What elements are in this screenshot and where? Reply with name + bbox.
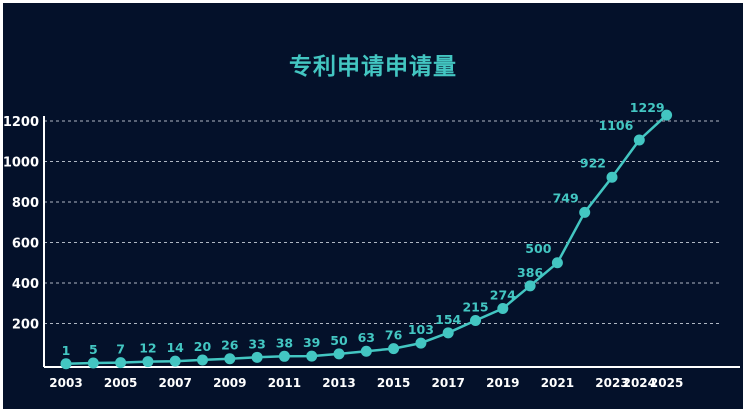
- data-point-2009: [224, 353, 236, 365]
- y-tick-label-400: 400: [12, 277, 39, 292]
- data-label-2003: 1: [62, 343, 71, 358]
- data-point-2010: [251, 351, 263, 363]
- data-label-2024: 1106: [599, 118, 634, 133]
- data-label-2017: 154: [435, 312, 461, 327]
- data-label-2021: 500: [525, 241, 551, 256]
- data-label-2009: 26: [221, 338, 239, 353]
- series-line-group: [65, 114, 668, 366]
- data-label-2013: 50: [330, 333, 348, 348]
- data-label-2010: 33: [248, 336, 265, 351]
- data-point-2005: [115, 357, 127, 369]
- data-point-2008: [197, 354, 208, 366]
- x-tick-label-2024: 2024: [623, 376, 656, 390]
- data-point-2020: [524, 280, 536, 292]
- x-tick-label-2019: 2019: [486, 376, 519, 390]
- x-tick-label-2005: 2005: [104, 376, 137, 390]
- data-point-2017: [442, 327, 454, 339]
- data-point-2004: [87, 357, 99, 369]
- data-label-2015: 76: [385, 328, 403, 343]
- data-point-2012: [306, 350, 318, 362]
- x-tick-label-2013: 2013: [322, 376, 355, 390]
- data-label-2006: 12: [139, 341, 156, 356]
- data-label-2011: 38: [276, 335, 293, 350]
- data-point-2006: [142, 356, 154, 368]
- data-label-2019: 274: [490, 288, 516, 303]
- chart-panel: 专利申请申请量 200 400 600 800 1000 1200 2003 2005 2007…: [3, 3, 743, 409]
- y-tick-label-800: 800: [12, 196, 39, 211]
- y-tick-label-200: 200: [12, 318, 39, 333]
- x-tick-label-2017: 2017: [431, 376, 464, 390]
- data-point-2025: [661, 109, 673, 121]
- data-point-2021: [551, 257, 563, 269]
- data-point-2019: [497, 303, 509, 315]
- data-point-2015: [388, 343, 400, 355]
- series-line: [65, 114, 668, 366]
- x-tick-label-2009: 2009: [213, 376, 246, 390]
- data-point-2016: [415, 337, 427, 349]
- x-tick-label-2025: 2025: [650, 376, 683, 390]
- y-tick-label-1200: 1200: [3, 115, 39, 130]
- data-point-2022: [579, 206, 591, 218]
- x-tick-label-2007: 2007: [158, 376, 191, 390]
- data-point-2013: [333, 348, 345, 360]
- data-label-2007: 14: [166, 340, 184, 355]
- x-tick-label-2011: 2011: [268, 376, 301, 390]
- data-label-2004: 5: [89, 342, 98, 357]
- grid-lines: [44, 120, 719, 324]
- data-label-2008: 20: [194, 339, 212, 354]
- data-point-2003: [60, 358, 72, 370]
- data-point-2011: [278, 350, 290, 362]
- data-point-2023: [606, 171, 618, 183]
- data-label-2014: 63: [358, 330, 375, 345]
- data-point-2014: [360, 345, 372, 357]
- data-label-2005: 7: [116, 342, 125, 357]
- data-point-2018: [470, 314, 481, 326]
- data-point-2024: [633, 134, 645, 146]
- y-tick-label-600: 600: [12, 237, 39, 252]
- data-label-2025: 1229: [630, 100, 665, 115]
- x-tick-label-2023: 2023: [595, 376, 628, 390]
- x-tick-label-2003: 2003: [49, 376, 82, 390]
- data-label-2018: 215: [462, 299, 488, 314]
- data-label-2012: 39: [303, 335, 320, 350]
- x-tick-label-2021: 2021: [541, 376, 574, 390]
- data-label-2023: 922: [580, 155, 606, 170]
- x-tick-label-2015: 2015: [377, 376, 410, 390]
- data-point-2007: [169, 355, 181, 367]
- chart-title: 专利申请申请量: [289, 54, 457, 80]
- data-label-2022: 749: [553, 190, 579, 205]
- y-tick-label-1000: 1000: [3, 156, 39, 171]
- data-label-2020: 386: [517, 265, 543, 280]
- data-points: [60, 109, 673, 370]
- data-label-2016: 103: [408, 322, 434, 337]
